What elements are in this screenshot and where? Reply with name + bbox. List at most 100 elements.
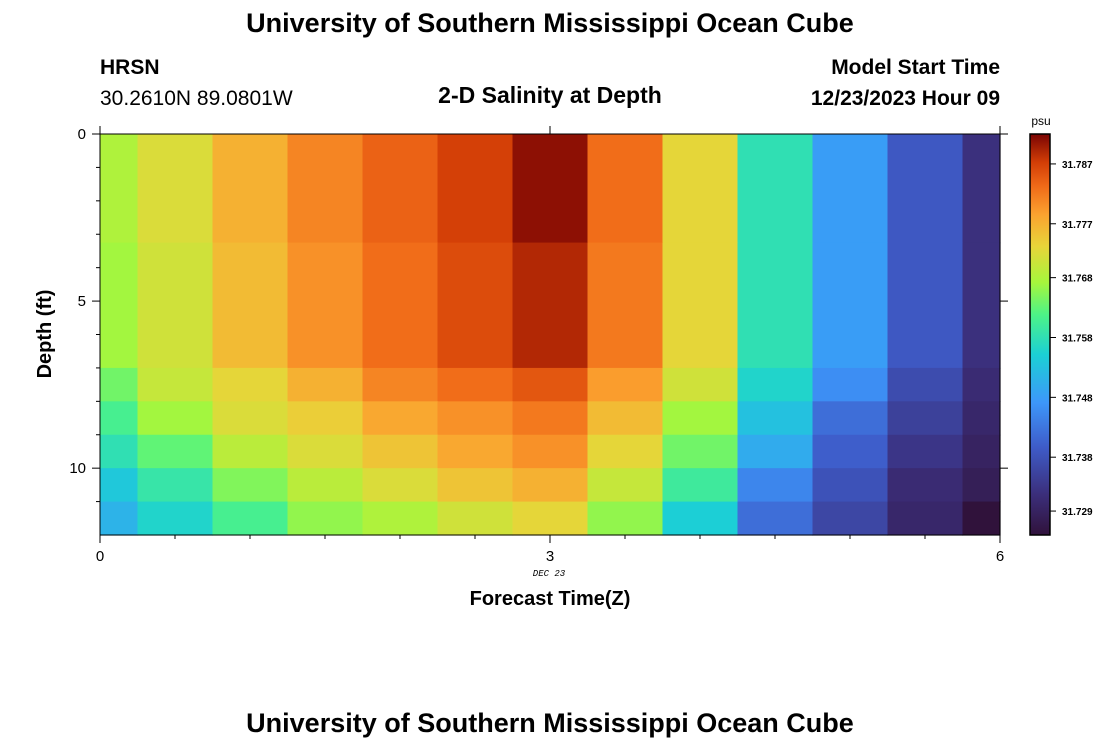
colorbar-tick-label: 31.748	[1062, 393, 1093, 404]
x-sublabel: DEC 23	[533, 569, 566, 579]
colorbar-tick-label: 31.768	[1062, 274, 1093, 285]
colorbar-tick-label: 31.738	[1062, 453, 1093, 464]
heatmap-cell	[662, 501, 739, 536]
heatmap-cell	[212, 367, 289, 402]
heatmap-cell	[737, 134, 814, 244]
y-axis-title: Depth (ft)	[34, 290, 56, 379]
heatmap-cell	[887, 401, 964, 436]
heatmap-cell	[212, 434, 289, 469]
heatmap-cell	[100, 367, 139, 402]
heatmap-cell	[212, 134, 289, 244]
heatmap-cell	[437, 242, 514, 369]
x-tick-label: 0	[96, 548, 104, 565]
heatmap-cell	[362, 134, 439, 244]
heatmap-cell	[812, 434, 889, 469]
heatmap-cell	[737, 401, 814, 436]
heatmap-cell	[100, 434, 139, 469]
x-tick-label: 3	[546, 548, 554, 565]
colorbar-gradient	[1029, 133, 1051, 536]
heatmap-cell	[962, 134, 1001, 244]
heatmap-cell	[137, 367, 214, 402]
heatmap-cell	[437, 367, 514, 402]
heatmap-cell	[512, 401, 589, 436]
y-tick-label: 5	[78, 293, 86, 310]
heatmap-cell	[212, 468, 289, 503]
heatmap-cell	[887, 367, 964, 402]
heatmap-cell	[212, 242, 289, 369]
heatmap-cell	[137, 242, 214, 369]
heatmap-cell	[812, 367, 889, 402]
heatmap-cell	[962, 242, 1001, 369]
colorbar-tick-label: 31.787	[1062, 160, 1093, 171]
heatmap-cell	[662, 468, 739, 503]
heatmap-cell	[212, 501, 289, 536]
colorbar-tick-label: 31.758	[1062, 333, 1093, 344]
heatmap-cell	[587, 242, 664, 369]
x-axis-title: Forecast Time(Z)	[470, 588, 631, 610]
heatmap-cell	[437, 501, 514, 536]
heatmap-cell	[812, 468, 889, 503]
heatmap-cell	[812, 501, 889, 536]
colorbar-tick-label: 31.777	[1062, 220, 1093, 231]
heatmap-cell	[287, 468, 364, 503]
chart-title: 2-D Salinity at Depth	[438, 82, 662, 108]
heatmap-cell	[812, 401, 889, 436]
heatmap-cell	[887, 434, 964, 469]
heatmap-cell	[362, 501, 439, 536]
heatmap-cell	[137, 501, 214, 536]
heatmap-cell	[812, 242, 889, 369]
heatmap-cell	[887, 501, 964, 536]
heatmap-cell	[437, 468, 514, 503]
heatmap-cell	[100, 401, 139, 436]
heatmap-cell	[662, 434, 739, 469]
station-coordinates: 30.2610N 89.0801W	[100, 87, 293, 110]
heatmap-cell	[437, 434, 514, 469]
heatmap-cell	[287, 434, 364, 469]
heatmap-cell	[962, 468, 1001, 503]
heatmap-cell	[587, 434, 664, 469]
colorbar: psu 31.787 31.777 31.768 31.758 31.748 31.738…	[1029, 114, 1093, 536]
heatmap-cell	[137, 401, 214, 436]
heatmap-cell	[100, 501, 139, 536]
heatmap-cell	[887, 134, 964, 244]
heatmap-cell	[362, 401, 439, 436]
heatmap-cell	[662, 242, 739, 369]
model-start-time: 12/23/2023 Hour 09	[810, 87, 1000, 110]
heatmap-cell	[512, 468, 589, 503]
heatmap-cell	[587, 367, 664, 402]
heatmap-cell	[100, 242, 139, 369]
heatmap-cell	[287, 134, 364, 244]
heatmap-cell	[137, 134, 214, 244]
heatmap-cell	[587, 401, 664, 436]
heatmap-cell	[662, 401, 739, 436]
model-start-label: Model Start Time	[831, 56, 1000, 79]
heatmap-cell	[737, 434, 814, 469]
heatmap-cell	[587, 501, 664, 536]
heatmap-cell	[737, 468, 814, 503]
x-tick-label: 6	[996, 548, 1004, 565]
heatmap-cell	[512, 501, 589, 536]
heatmap-cell	[287, 501, 364, 536]
heatmap-cell	[662, 134, 739, 244]
heatmap-cell	[737, 501, 814, 536]
heatmap-cell	[212, 401, 289, 436]
y-tick-label: 0	[78, 126, 86, 143]
heatmap-cells	[100, 134, 1001, 536]
heatmap-cell	[587, 134, 664, 244]
heatmap-cell	[737, 242, 814, 369]
heatmap-cell	[887, 468, 964, 503]
colorbar-unit: psu	[1031, 114, 1050, 128]
heatmap-cell	[362, 434, 439, 469]
heatmap-cell	[437, 401, 514, 436]
heatmap-cell	[100, 134, 139, 244]
heatmap-cell	[100, 468, 139, 503]
heatmap-cell	[362, 367, 439, 402]
heatmap-cell	[512, 134, 589, 244]
heatmap-cell	[362, 468, 439, 503]
heatmap-cell	[362, 242, 439, 369]
heatmap-cell	[662, 367, 739, 402]
heatmap-cell	[887, 242, 964, 369]
colorbar-ticks: 31.787 31.777 31.768 31.758 31.748 31.738 31.7…	[1050, 160, 1093, 518]
heatmap-cell	[962, 434, 1001, 469]
heatmap-cell	[287, 242, 364, 369]
